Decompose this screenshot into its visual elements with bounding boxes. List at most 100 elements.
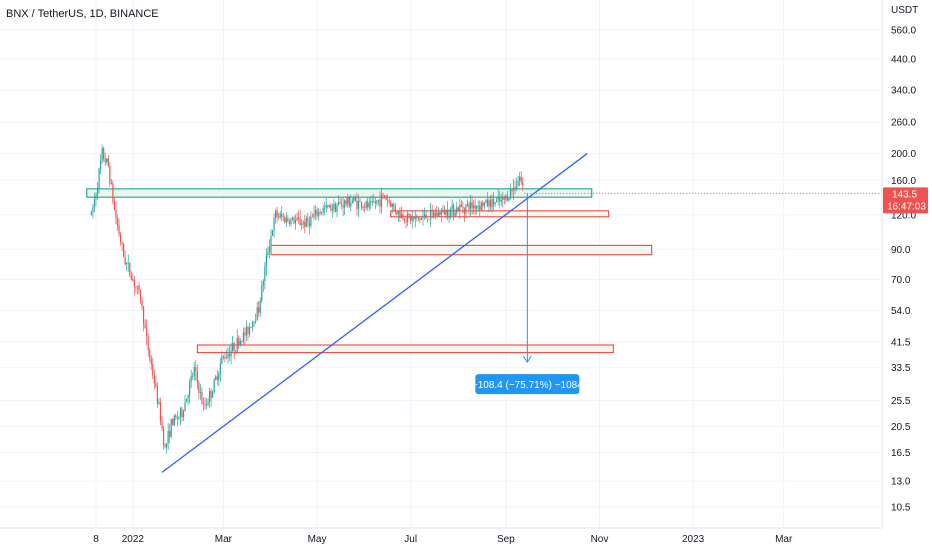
candle-body: [336, 205, 338, 212]
symbol-title: BNX / TetherUS, 1D, BINANCE: [6, 8, 159, 20]
candle-body: [325, 205, 327, 208]
candle-body: [322, 208, 324, 212]
price-axis-bg[interactable]: [882, 0, 932, 528]
candle-body: [98, 168, 100, 189]
time-tick-label: Nov: [591, 534, 609, 545]
candle-body: [187, 395, 189, 399]
price-tick-label: 10.5: [891, 502, 911, 513]
candle-body: [345, 200, 347, 204]
candle-body: [469, 202, 472, 210]
candle-body: [339, 202, 341, 204]
candle-body: [419, 218, 421, 220]
candle-body: [483, 202, 485, 207]
candle-body: [201, 392, 203, 404]
candle-body: [235, 350, 237, 352]
candle-body: [434, 213, 436, 216]
candle-body: [420, 217, 423, 220]
candle-body: [172, 418, 174, 426]
candle-body: [486, 199, 489, 206]
resistance-zone-red[interactable]: [196, 344, 614, 354]
candle-body: [440, 211, 442, 215]
candle-body: [341, 203, 343, 205]
candle-body: [139, 290, 142, 301]
candle-body: [376, 200, 378, 204]
candle-body: [453, 205, 455, 216]
candle-body: [90, 211, 92, 215]
price-axis-labels: 560.0 440.0 340.0 260.0 200.0 160.0 120.0 90.0 7…: [891, 26, 916, 514]
candle-body: [497, 196, 499, 201]
last-price-value: 143.5: [892, 189, 917, 200]
candle-body: [149, 349, 151, 359]
candle-body: [261, 285, 263, 301]
candle-body: [508, 198, 510, 201]
candle-body: [417, 216, 419, 219]
candles: [90, 144, 524, 454]
candle-body: [175, 415, 177, 418]
candle-body: [314, 209, 317, 215]
price-tick-label: 260.0: [891, 118, 916, 129]
candle-body: [379, 199, 381, 207]
candle-body: [330, 205, 332, 211]
candle-body: [276, 210, 278, 217]
candle-body: [107, 158, 109, 167]
candle-body: [515, 185, 518, 190]
candle-body: [506, 195, 508, 201]
candle-body: [364, 206, 366, 208]
measure-tool[interactable]: −108.4 (−75.71%) −1084: [472, 193, 583, 395]
horizontal-zones[interactable]: [86, 188, 653, 354]
candle-body: [202, 403, 205, 405]
candle-body: [147, 335, 149, 350]
candle-body: [298, 217, 300, 220]
support-zone-green[interactable]: [86, 188, 593, 198]
candle-body: [241, 340, 243, 342]
candle-body: [287, 217, 289, 222]
candle-body: [242, 332, 244, 342]
candle-body: [439, 212, 441, 215]
candle-body: [150, 358, 152, 365]
candle-body: [233, 343, 235, 351]
candle-body: [293, 218, 295, 224]
measure-label-box[interactable]: [475, 374, 580, 395]
candle-body: [357, 200, 360, 209]
candle-body: [264, 266, 266, 281]
candle-body: [494, 202, 496, 205]
candle-body: [199, 392, 201, 393]
candle-body: [520, 176, 522, 182]
price-tick-label: 13.0: [891, 477, 911, 488]
candle-body: [442, 209, 444, 212]
candle-body: [373, 200, 375, 203]
candle-body: [92, 206, 94, 212]
candle-body: [279, 213, 281, 218]
candle-body: [331, 209, 333, 211]
candle-body: [382, 194, 384, 196]
candle-body: [368, 202, 370, 208]
candle-body: [403, 218, 406, 221]
candle-body: [164, 444, 166, 448]
currency-label: USDT: [891, 5, 918, 16]
candle-body: [136, 285, 139, 287]
candle-body: [489, 200, 492, 208]
candle-body: [492, 198, 495, 205]
candle-body: [319, 212, 321, 213]
candle-body: [477, 205, 479, 207]
time-axis-bg[interactable]: [0, 528, 932, 550]
measure-label: −108.4 (−75.71%) −1084: [472, 380, 583, 391]
candle-body: [100, 160, 102, 169]
candle-body: [271, 230, 274, 236]
candle-body: [127, 262, 129, 264]
candle-body: [119, 234, 122, 243]
resistance-zone-red[interactable]: [270, 244, 653, 256]
trendline-layer[interactable]: [161, 153, 588, 473]
candle-body: [463, 208, 465, 214]
rising-trendline[interactable]: [161, 153, 588, 473]
candle-body: [370, 201, 372, 203]
candle-body: [443, 209, 446, 215]
candle-body: [110, 183, 112, 184]
candle-body: [305, 218, 307, 227]
resistance-zone-red[interactable]: [390, 210, 610, 218]
time-tick-label: Jul: [404, 534, 417, 545]
candle-body: [308, 221, 310, 227]
price-tick-label: 160.0: [891, 176, 916, 187]
candle-body: [423, 214, 426, 217]
